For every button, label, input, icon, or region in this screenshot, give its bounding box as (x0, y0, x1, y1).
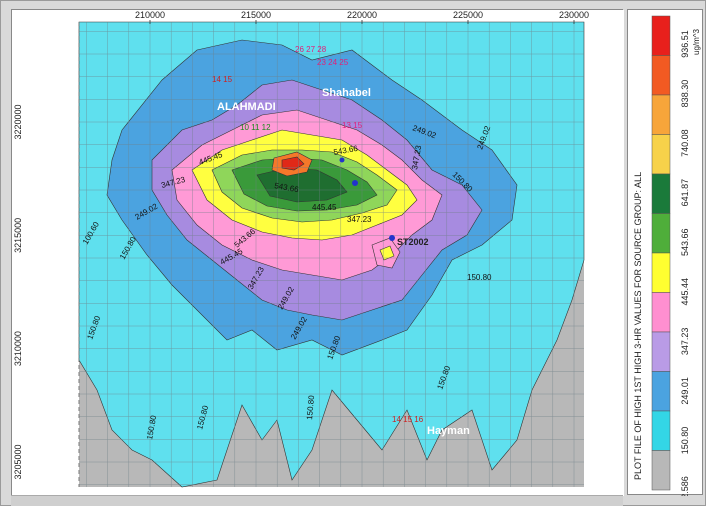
x-axis: 210000 215000 220000 225000 230000 (135, 10, 589, 24)
y-tick-label: 3215000 (13, 218, 23, 253)
svg-text:23 24 25: 23 24 25 (317, 58, 349, 67)
contour-label: 150.80 (467, 273, 492, 282)
x-tick-label: 215000 (241, 10, 271, 20)
site-label-shahabel: Shahabel (322, 87, 371, 99)
legend-value-label: 740.08 (680, 129, 690, 157)
contour-label: 347.23 (410, 144, 423, 170)
contour-label: 347.23 (347, 215, 372, 224)
legend-value-label: 52.586 (680, 476, 690, 496)
legend-swatch (651, 55, 671, 96)
legend-unit: ug/m^3 (692, 28, 701, 55)
x-tick-label: 220000 (347, 10, 377, 20)
legend-swatch (651, 331, 671, 372)
y-axis: 3220000 3215000 3210000 3205000 (13, 104, 23, 479)
site-label-st2002: ST2002 (397, 237, 429, 247)
legend-swatch (651, 173, 671, 214)
svg-text:26 27 28: 26 27 28 (295, 45, 327, 54)
legend-value-label: 838.30 (680, 80, 690, 108)
svg-text:13 15: 13 15 (342, 121, 363, 130)
legend-swatch (651, 450, 671, 491)
legend-swatch (651, 410, 671, 451)
source-markers: 26 27 28 23 24 25 14 15 10 11 12 13 15 1… (212, 45, 424, 424)
x-tick-label: 210000 (135, 10, 165, 20)
legend-swatch (651, 292, 671, 333)
legend-swatch (651, 252, 671, 293)
contour-label: 543.66 (333, 144, 359, 157)
legend-svg: 936.51 838.30 740.08 641.87 543.66 445.44 347.… (633, 15, 701, 504)
legend-swatch (651, 15, 671, 56)
legend-value-label: 936.51 (680, 30, 690, 58)
legend-value-label: 150.80 (680, 427, 690, 455)
contour-label: 150.80 (305, 394, 316, 420)
contour-fill-yellow-se (379, 245, 395, 261)
legend-value-label: 641.87 (680, 179, 690, 207)
x-tick-label: 225000 (453, 10, 483, 20)
y-tick-label: 3205000 (13, 444, 23, 479)
legend-value-label: 543.66 (680, 228, 690, 256)
site-label-hayman: Hayman (427, 425, 470, 437)
y-tick-label: 3220000 (13, 104, 23, 139)
x-tick-label: 230000 (559, 10, 589, 20)
legend-swatch (651, 134, 671, 175)
contour-label: 150.80 (145, 414, 158, 440)
legend-value-label: 249.01 (680, 377, 690, 405)
svg-text:14 15 16: 14 15 16 (392, 415, 424, 424)
svg-text:14 15: 14 15 (212, 75, 233, 84)
svg-text:10 11 12: 10 11 12 (240, 123, 271, 132)
legend-swatch (651, 371, 671, 412)
legend-swatch (651, 94, 671, 135)
y-tick-label: 3210000 (13, 331, 23, 366)
legend-value-label: 347.23 (680, 328, 690, 356)
map-plot-frame: 210000 215000 220000 225000 230000 3220000 32… (11, 9, 624, 496)
concentration-map[interactable]: 210000 215000 220000 225000 230000 322000032… (12, 10, 624, 496)
color-legend: 936.51 838.30 740.08 641.87 543.66 445.44 347.… (627, 9, 703, 504)
contour-label: 445.45 (312, 203, 337, 212)
legend-swatch (651, 213, 671, 254)
legend-value-label: 445.44 (680, 278, 690, 306)
legend-title: PLOT FILE OF HIGH 1ST HIGH 3-HR VALUES F… (633, 172, 643, 480)
map-grid (79, 22, 584, 487)
site-label-alahmadi: ALAHMADI (217, 101, 276, 113)
status-bar (11, 495, 623, 506)
legend-swatches (651, 15, 671, 491)
legend-labels: 936.51 838.30 740.08 641.87 543.66 445.44 347.… (680, 30, 690, 504)
contour-label: 543.66 (274, 181, 300, 194)
